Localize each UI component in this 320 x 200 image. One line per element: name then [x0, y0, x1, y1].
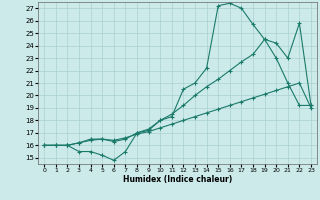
X-axis label: Humidex (Indice chaleur): Humidex (Indice chaleur) — [123, 175, 232, 184]
